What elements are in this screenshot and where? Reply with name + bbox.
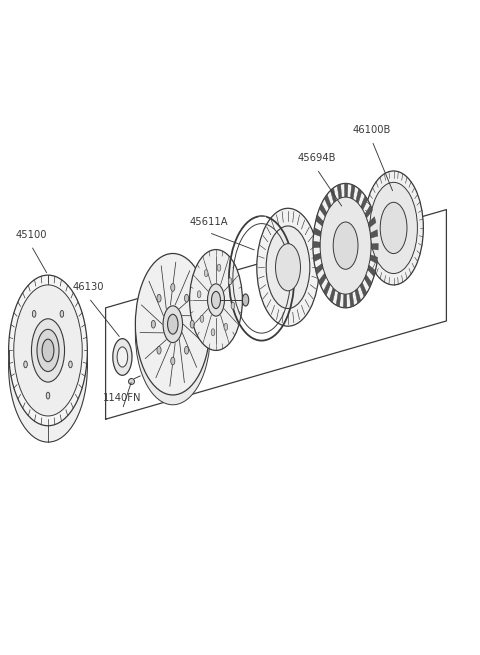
Ellipse shape bbox=[171, 357, 175, 365]
Ellipse shape bbox=[190, 320, 194, 328]
Ellipse shape bbox=[9, 291, 87, 442]
Ellipse shape bbox=[364, 171, 423, 285]
Polygon shape bbox=[360, 282, 367, 297]
Ellipse shape bbox=[60, 310, 64, 317]
Text: 46130: 46130 bbox=[73, 282, 105, 292]
Polygon shape bbox=[371, 244, 378, 250]
Text: 45694B: 45694B bbox=[298, 153, 336, 163]
Ellipse shape bbox=[370, 182, 418, 274]
Ellipse shape bbox=[320, 197, 371, 294]
Text: 45100: 45100 bbox=[15, 230, 47, 240]
Polygon shape bbox=[316, 215, 324, 226]
Ellipse shape bbox=[313, 183, 378, 308]
Polygon shape bbox=[343, 294, 347, 308]
Ellipse shape bbox=[257, 208, 319, 326]
Ellipse shape bbox=[69, 361, 72, 367]
Ellipse shape bbox=[231, 302, 235, 309]
Polygon shape bbox=[368, 217, 376, 228]
Polygon shape bbox=[324, 282, 330, 295]
Polygon shape bbox=[319, 204, 327, 217]
Polygon shape bbox=[313, 227, 321, 236]
Ellipse shape bbox=[24, 361, 27, 367]
Ellipse shape bbox=[207, 284, 225, 316]
Ellipse shape bbox=[135, 263, 210, 405]
Ellipse shape bbox=[276, 244, 300, 291]
Ellipse shape bbox=[380, 202, 407, 253]
Ellipse shape bbox=[204, 270, 208, 276]
Ellipse shape bbox=[266, 226, 310, 309]
Polygon shape bbox=[336, 292, 341, 307]
Ellipse shape bbox=[184, 294, 189, 302]
Ellipse shape bbox=[200, 315, 204, 322]
Polygon shape bbox=[315, 263, 323, 274]
Ellipse shape bbox=[242, 294, 249, 306]
Ellipse shape bbox=[212, 291, 220, 309]
Ellipse shape bbox=[217, 264, 221, 271]
Polygon shape bbox=[370, 230, 378, 238]
Polygon shape bbox=[365, 205, 372, 218]
Ellipse shape bbox=[37, 329, 59, 371]
Ellipse shape bbox=[151, 320, 156, 328]
Ellipse shape bbox=[157, 294, 161, 302]
Ellipse shape bbox=[197, 291, 201, 298]
Ellipse shape bbox=[46, 392, 50, 399]
Ellipse shape bbox=[135, 253, 210, 395]
Ellipse shape bbox=[14, 285, 82, 416]
Ellipse shape bbox=[117, 347, 128, 367]
Ellipse shape bbox=[211, 329, 215, 336]
Polygon shape bbox=[370, 255, 378, 264]
Polygon shape bbox=[350, 185, 355, 199]
Polygon shape bbox=[329, 288, 336, 303]
Ellipse shape bbox=[190, 250, 242, 350]
Ellipse shape bbox=[228, 278, 232, 285]
Ellipse shape bbox=[113, 339, 132, 375]
Ellipse shape bbox=[157, 346, 161, 354]
Polygon shape bbox=[313, 241, 320, 248]
Text: 45611A: 45611A bbox=[190, 217, 228, 227]
Polygon shape bbox=[364, 274, 372, 288]
Ellipse shape bbox=[333, 222, 358, 269]
Text: 46100B: 46100B bbox=[353, 125, 391, 135]
Ellipse shape bbox=[42, 339, 54, 362]
Ellipse shape bbox=[163, 306, 182, 343]
Ellipse shape bbox=[224, 324, 228, 330]
Polygon shape bbox=[349, 293, 354, 307]
Ellipse shape bbox=[184, 346, 189, 354]
Polygon shape bbox=[319, 273, 326, 286]
Text: 1140FN: 1140FN bbox=[103, 394, 142, 403]
Polygon shape bbox=[356, 189, 362, 204]
Ellipse shape bbox=[32, 310, 36, 317]
Polygon shape bbox=[361, 196, 368, 210]
Polygon shape bbox=[324, 195, 331, 209]
Polygon shape bbox=[313, 253, 321, 261]
Polygon shape bbox=[337, 184, 342, 198]
Ellipse shape bbox=[171, 284, 175, 291]
Ellipse shape bbox=[168, 314, 178, 334]
Polygon shape bbox=[355, 289, 361, 303]
Polygon shape bbox=[345, 183, 348, 197]
Polygon shape bbox=[330, 188, 336, 202]
Ellipse shape bbox=[32, 319, 64, 382]
Polygon shape bbox=[368, 265, 375, 276]
Ellipse shape bbox=[9, 275, 87, 426]
